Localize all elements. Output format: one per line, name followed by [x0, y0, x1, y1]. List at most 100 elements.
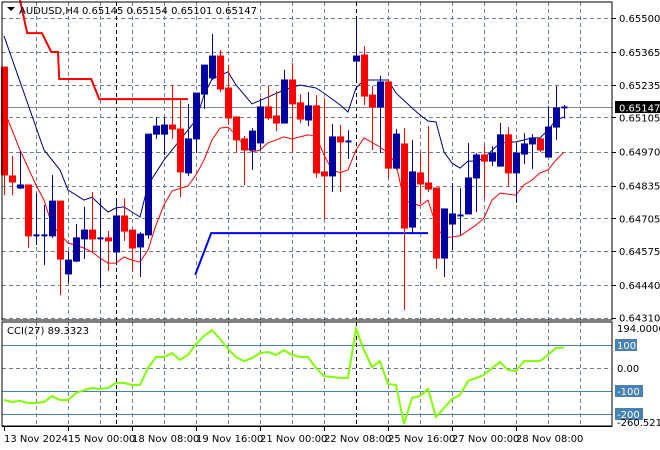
candle	[153, 116, 160, 139]
candle-body	[305, 105, 312, 121]
candle	[241, 135, 248, 186]
candle	[465, 142, 472, 215]
cci-scale-label: 194.0006	[617, 324, 660, 335]
candle-body	[385, 81, 392, 169]
candle-body	[417, 172, 424, 185]
candle	[129, 229, 136, 271]
time-label: 13 Nov 2024	[4, 434, 68, 445]
candle	[257, 98, 264, 150]
time-label: 25 Nov 16:00	[388, 434, 455, 445]
candle-body	[401, 143, 408, 229]
candle-body	[201, 64, 208, 95]
candle-body	[217, 55, 224, 90]
candle-body	[361, 54, 368, 97]
candle-body	[249, 130, 256, 151]
candle	[441, 208, 448, 277]
candle	[17, 150, 24, 190]
cci-scale-label: 0.00	[617, 364, 639, 375]
candle	[297, 94, 304, 124]
candle-body	[81, 229, 88, 240]
candle-body	[105, 237, 112, 242]
candle	[369, 86, 376, 150]
dropdown-triangle-icon[interactable]	[7, 7, 15, 11]
candle	[289, 63, 296, 154]
candle-body	[377, 81, 384, 108]
moving-average-line	[3, 35, 565, 218]
candle	[217, 49, 224, 93]
price-label: 0.64440	[619, 281, 660, 292]
ohlc-label: 0.65145 0.65154 0.65101 0.65147	[82, 6, 257, 17]
candle-body	[425, 182, 432, 190]
current-price-label: 0.65147	[619, 104, 660, 115]
candle-body	[241, 138, 248, 151]
cci-level-badge	[615, 385, 643, 397]
price-label: 0.65365	[619, 48, 660, 59]
candle-body	[313, 105, 320, 174]
candle	[409, 139, 416, 235]
candle	[209, 33, 216, 80]
candle	[145, 133, 152, 239]
candle-body	[553, 107, 560, 128]
candle	[377, 75, 384, 154]
price-label: 0.65235	[619, 81, 660, 92]
candle	[89, 192, 96, 253]
candle	[449, 182, 456, 250]
price-axis: 0.65500 0.65365 0.65235 0.65105 0.64970 0.648…	[612, 14, 660, 429]
candle	[41, 204, 48, 266]
time-label: 28 Nov 08:00	[516, 434, 583, 445]
candle-body	[513, 152, 520, 174]
current-price-badge	[615, 101, 660, 113]
candle	[473, 153, 480, 212]
candle	[521, 133, 528, 165]
candle-body	[9, 175, 16, 183]
candle-body	[369, 94, 376, 108]
price-label: 0.65500	[619, 14, 660, 25]
candle-body	[393, 133, 400, 169]
candle	[185, 103, 192, 176]
candle-body	[177, 128, 184, 173]
candle	[417, 152, 424, 204]
candle	[281, 69, 288, 124]
candle	[401, 128, 408, 310]
pane-frames	[1, 1, 613, 427]
price-label: 0.65105	[619, 113, 660, 124]
candle	[313, 95, 320, 178]
candle	[433, 187, 440, 269]
candle	[457, 188, 464, 235]
candle	[497, 123, 504, 167]
cci-level-label: -200	[617, 410, 640, 421]
cci-level-label: 100	[617, 341, 636, 352]
time-label: 22 Nov 08:00	[324, 434, 391, 445]
time-label: 21 Nov 00:00	[260, 434, 327, 445]
symbol-label: AUDUSD,H4	[19, 6, 79, 17]
candle	[25, 184, 32, 248]
candle	[49, 174, 56, 238]
cci-level-badge	[615, 339, 637, 351]
candle-body	[505, 134, 512, 174]
candle-body	[65, 259, 72, 275]
candle	[177, 100, 184, 198]
candle-body	[25, 184, 32, 237]
candle	[265, 86, 272, 121]
candle-body	[473, 154, 480, 179]
time-label: 19 Nov 16:00	[196, 434, 263, 445]
candle-body	[465, 177, 472, 215]
candle	[97, 198, 104, 289]
candle	[393, 129, 400, 170]
candle-body	[537, 138, 544, 151]
candle-body	[73, 237, 80, 262]
candle	[137, 232, 144, 277]
candle	[489, 145, 496, 167]
candle	[321, 98, 328, 220]
candle	[305, 92, 312, 127]
cci-level-badge	[615, 408, 643, 420]
candle-body	[321, 171, 328, 177]
trailing-stop-line	[19, 0, 188, 101]
candle-body	[153, 125, 160, 135]
cci-label: CCI(27) 89.3323	[7, 326, 89, 337]
candle	[161, 116, 168, 156]
candle	[249, 128, 256, 170]
time-label: 27 Nov 00:00	[452, 434, 519, 445]
candle-body	[289, 79, 296, 105]
